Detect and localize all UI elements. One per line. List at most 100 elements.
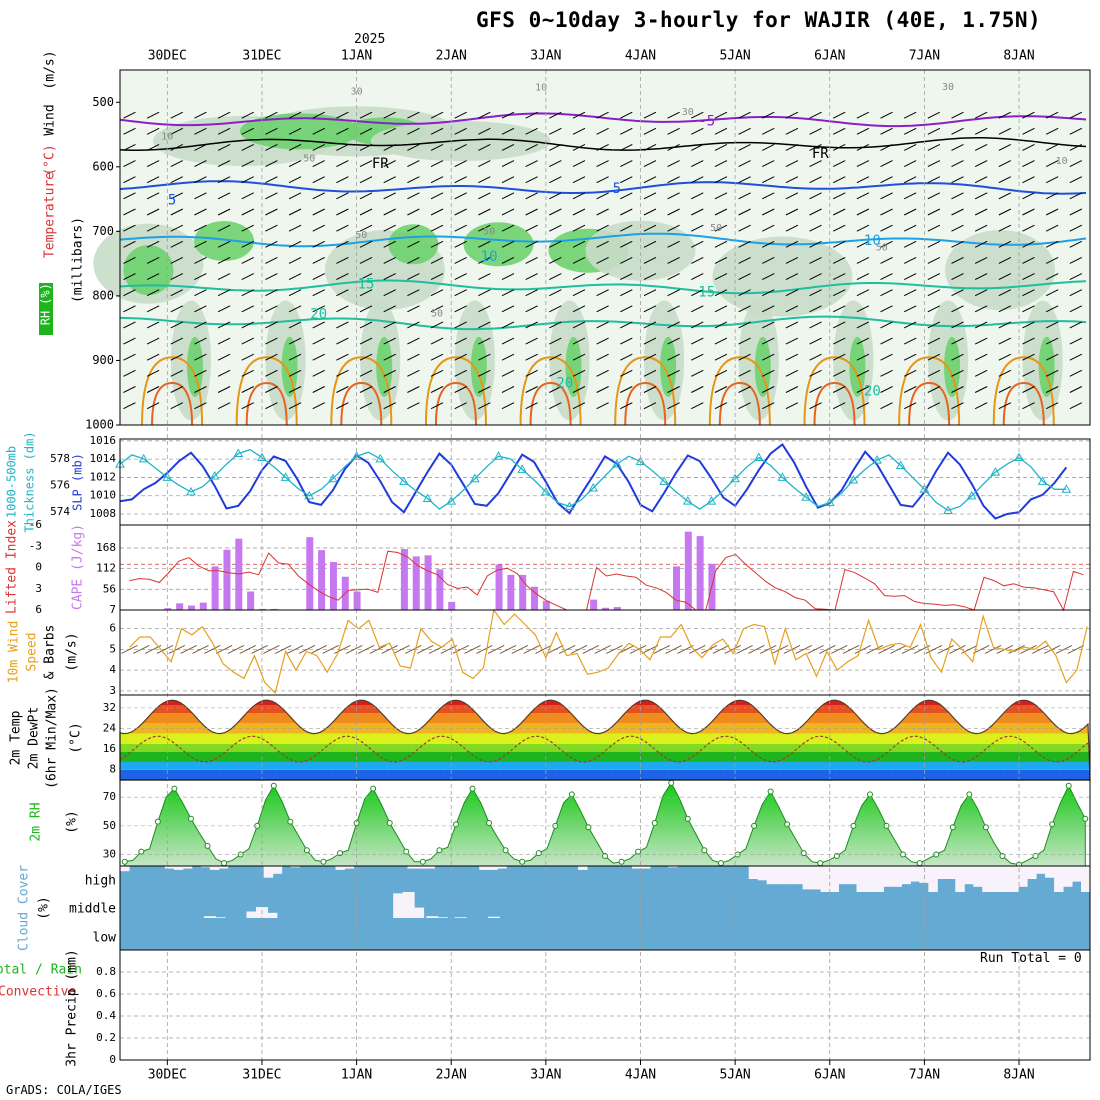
wind-barb: [407, 321, 420, 329]
wind-barb: [880, 256, 893, 264]
thickness-marker: [493, 451, 504, 460]
wind-barb: [1022, 224, 1035, 232]
thickness-line: [119, 448, 1067, 512]
wind-barb: [785, 192, 799, 200]
panel-frame-ua: [119, 69, 1091, 426]
wind-barb: [501, 208, 515, 216]
wind-barb: [312, 289, 325, 297]
wind-barb: [785, 224, 799, 232]
cloud-middle-gap: [393, 893, 406, 918]
temp2m-label-2: 2m DewPt: [27, 707, 42, 770]
wind-barb: [762, 256, 775, 264]
wind-barb: [288, 192, 302, 200]
wind-barb: [123, 386, 136, 393]
wind-barb: [809, 386, 822, 393]
wind-barb: [738, 224, 751, 232]
wind-barb: [407, 386, 420, 393]
wind-barb: [525, 386, 538, 393]
rh-column-core-1: [281, 336, 298, 397]
thickness-marker: [422, 493, 433, 503]
wind-barb: [596, 160, 609, 168]
wind-barb: [478, 160, 491, 168]
wind-barb: [762, 273, 775, 280]
wind-barb: [974, 305, 988, 313]
wind-barb: [549, 337, 562, 345]
wind-barb: [454, 224, 467, 232]
thickness-marker: [564, 501, 575, 510]
wind-barb: [265, 192, 278, 200]
thickness-marker: [209, 471, 220, 480]
wind-barb: [241, 160, 254, 168]
wind-barb: [762, 289, 775, 297]
rh2m-marker: [121, 858, 128, 865]
thickness-marker: [186, 486, 196, 496]
thickness-marker: [895, 460, 906, 469]
wind-barb: [643, 337, 657, 345]
wind-barb: [336, 273, 349, 280]
wind-barb: [880, 289, 893, 297]
wind-barb: [336, 337, 349, 345]
rh2m-marker: [1082, 815, 1089, 822]
wind-barb: [856, 402, 870, 410]
wind-barb: [407, 111, 420, 119]
cape-bar: [223, 549, 231, 610]
wind-barb: [927, 369, 941, 377]
wind-barb: [974, 386, 988, 393]
wind-barb: [738, 353, 751, 361]
wind-barb: [1022, 240, 1035, 248]
cloud-high-gap: [991, 866, 1001, 892]
cloud-high-gap: [272, 866, 283, 874]
wind-barb: [643, 192, 657, 200]
wind10-barb: [807, 644, 824, 654]
wind-barb: [123, 127, 136, 135]
cape-bar: [542, 600, 550, 610]
wind-barb: [974, 369, 988, 377]
wind-barb: [194, 224, 207, 232]
wind-barb: [170, 256, 184, 264]
wind-barb: [525, 240, 538, 248]
wind-barb: [549, 273, 562, 280]
wind-barb: [146, 402, 160, 410]
wind-barb: [1069, 321, 1083, 329]
thickness-marker: [848, 475, 859, 484]
wind-barb: [738, 402, 751, 410]
wind-barb: [974, 111, 988, 119]
wind-barb: [146, 289, 160, 297]
wind-barb: [880, 273, 893, 280]
cloud-high-gap: [497, 866, 507, 869]
wind-barb: [596, 273, 609, 280]
ua-pressure-label: (millibars): [71, 217, 86, 303]
wind-barb: [998, 289, 1012, 297]
wind-barb: [1022, 289, 1035, 297]
wind-barb: [667, 240, 680, 248]
wind-barb: [241, 305, 254, 313]
cloud-high-gap: [793, 866, 804, 885]
cape-bar: [353, 591, 361, 610]
wind-barb: [643, 305, 657, 313]
wind-barb: [288, 160, 302, 168]
cloud-high-gap: [120, 866, 130, 872]
wind-barb: [407, 305, 420, 313]
wind-barb: [454, 353, 467, 361]
rh-contour-label: 50: [876, 243, 888, 254]
wind-barb: [880, 386, 893, 393]
ua-ytick-label: 1000: [85, 418, 114, 432]
ua-rh-label: RH: [39, 311, 53, 325]
wind-barb: [501, 337, 515, 345]
wind-barb: [407, 337, 420, 345]
rh-column-core-6: [754, 336, 771, 397]
rh2m-marker: [486, 820, 493, 826]
temp-tick-label: 24: [103, 721, 117, 734]
wind10-barb: [204, 644, 221, 654]
wind-barb: [785, 273, 799, 280]
wind-barb: [170, 208, 184, 216]
wind-barb: [549, 208, 562, 216]
wind-barb: [454, 273, 467, 280]
wind-barb: [1069, 402, 1083, 410]
wind-barb: [241, 111, 254, 119]
rh2m-marker: [568, 791, 575, 798]
wind-barb: [288, 111, 302, 119]
thickness-axis-unit: Thickness (dm): [23, 431, 37, 532]
wind-barb: [194, 111, 207, 119]
temp2m-unit: (°C): [69, 722, 84, 753]
